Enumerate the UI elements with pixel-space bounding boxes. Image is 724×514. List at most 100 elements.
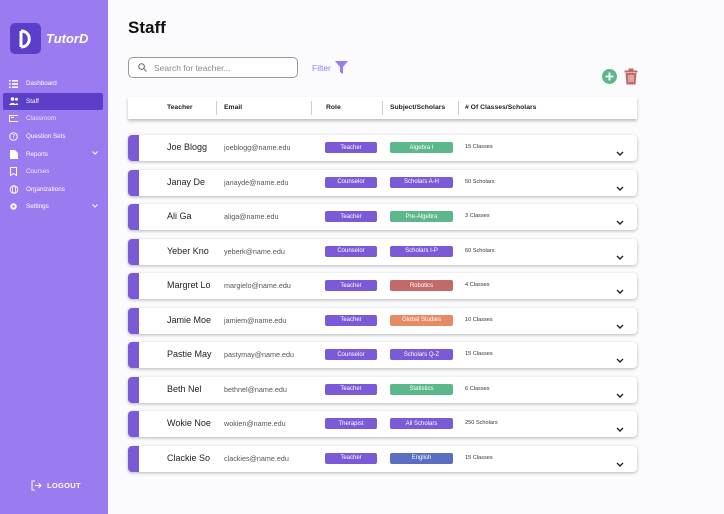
search-icon: [138, 63, 147, 72]
table-row[interactable]: Wokie Noe wokien@name.edu Therapist All …: [128, 411, 637, 437]
subject-badge: English: [390, 452, 453, 464]
table-row[interactable]: Beth Nel bethnel@name.edu Teacher Statis…: [128, 376, 637, 404]
sidebar-item-settings[interactable]: Settings: [0, 198, 108, 216]
sidebar-item-organizations[interactable]: Organizations: [0, 181, 108, 199]
chevron-down-icon[interactable]: [92, 203, 98, 210]
chevron-down-icon[interactable]: [616, 386, 624, 404]
question-icon: ?: [9, 132, 18, 141]
role-badge: Teacher: [325, 280, 377, 291]
column-divider: [311, 101, 312, 115]
teacher-email: margielo@name.edu: [224, 281, 291, 290]
row-accent: [128, 307, 139, 334]
sidebar-item-label: Organizations: [26, 185, 65, 193]
chevron-down-icon[interactable]: [616, 144, 624, 162]
chevron-down-icon[interactable]: [92, 150, 98, 157]
gear-icon: [9, 202, 18, 211]
bookmark-icon: [9, 167, 18, 177]
table-row[interactable]: Janay De janayde@name.edu Counselor Scho…: [128, 169, 637, 197]
teacher-email: jamiem@name.edu: [224, 315, 287, 325]
teacher-name: Wokie Noe: [167, 418, 211, 428]
search-input[interactable]: [154, 62, 284, 73]
table-row[interactable]: Pastie May pastymay@name.edu Counselor S…: [128, 342, 637, 368]
table-row[interactable]: Yeber Kno yeberk@name.edu Counselor Scho…: [128, 238, 637, 266]
classes-count: 50 Scholars: [465, 178, 495, 185]
teacher-name: Clackie So: [167, 452, 211, 463]
chevron-down-icon[interactable]: [616, 213, 624, 231]
teacher-email: wokien@name.edu: [224, 419, 286, 428]
subject-badge: Robotics: [390, 280, 453, 291]
chevron-down-icon[interactable]: [616, 317, 624, 335]
header-email[interactable]: Email: [224, 104, 243, 111]
table-row[interactable]: Margret Lo margielo@name.edu Teacher Rob…: [128, 273, 637, 299]
table-row[interactable]: Ali Ga aliga@name.edu Teacher Pre-Algebr…: [128, 204, 637, 230]
row-accent: [128, 376, 139, 403]
chevron-down-icon[interactable]: [616, 351, 624, 369]
row-accent: [128, 204, 139, 230]
column-divider: [458, 101, 459, 115]
chevron-down-icon[interactable]: [616, 179, 624, 197]
classes-count: 3 Classes: [465, 213, 490, 219]
filter-label: Filter: [312, 62, 331, 73]
header-subject[interactable]: Subject/Scholars: [390, 104, 446, 111]
subject-badge: Pre-Algebra: [390, 211, 453, 222]
chevron-down-icon[interactable]: [616, 248, 624, 266]
table-header: Teacher Email Role Subject/Scholars # Of…: [128, 97, 637, 119]
classroom-icon: [9, 114, 18, 123]
sidebar-item-staff[interactable]: Staff: [3, 92, 103, 111]
subject-badge: Scholars I-P: [390, 245, 453, 257]
filter-button[interactable]: Filter: [312, 61, 348, 74]
subject-badge: Global Studies: [390, 314, 453, 326]
teacher-name: Pastie May: [167, 349, 212, 359]
sidebar-item-dashboard[interactable]: Dashboard: [0, 75, 108, 93]
header-classes[interactable]: # Of Classes/Scholars: [465, 104, 537, 111]
sidebar-item-label: Classroom: [26, 115, 57, 123]
sidebar-item-label: Staff: [26, 97, 39, 105]
add-staff-button[interactable]: [602, 69, 617, 84]
people-icon: [9, 97, 18, 106]
classes-count: 6 Classes: [465, 385, 490, 392]
table-row[interactable]: Joe Blogg joeblogg@name.edu Teacher Alge…: [128, 135, 637, 161]
app-logo[interactable]: TutorD: [10, 23, 88, 54]
sidebar-nav: Dashboard Staff Classroom ? Question Set…: [0, 75, 108, 216]
classes-count: 15 Classes: [465, 351, 493, 357]
teacher-name: Joe Blogg: [167, 142, 208, 152]
search-box: [128, 57, 298, 78]
chevron-down-icon[interactable]: [616, 455, 624, 473]
sidebar-item-reports[interactable]: Reports: [0, 145, 108, 163]
chevron-down-icon[interactable]: [616, 420, 624, 438]
role-badge: Counselor: [325, 245, 377, 257]
logout-icon: [31, 480, 42, 491]
chevron-down-icon[interactable]: [616, 282, 624, 300]
teacher-email: bethnel@name.edu: [224, 384, 287, 394]
subject-badge: Algebra I: [390, 142, 453, 153]
row-accent: [128, 135, 139, 161]
row-accent: [128, 411, 139, 437]
page-title: Staff: [128, 18, 166, 37]
logout-button[interactable]: LOGOUT: [31, 480, 81, 491]
teacher-name: Yeber Kno: [167, 245, 209, 256]
plus-icon: [605, 72, 614, 81]
sidebar: TutorD Dashboard Staff Classroom ? Quest…: [0, 0, 108, 514]
teacher-name: Beth Nel: [167, 383, 202, 394]
header-teacher[interactable]: Teacher: [167, 104, 193, 111]
teacher-name: Janay De: [167, 176, 206, 187]
header-role[interactable]: Role: [326, 104, 341, 111]
sidebar-item-label: Question Sets: [26, 133, 66, 141]
sidebar-item-courses[interactable]: Courses: [0, 163, 108, 181]
subject-badge: All Scholars: [390, 418, 453, 429]
row-accent: [128, 273, 139, 299]
teacher-name: Jamie Moe: [167, 314, 212, 325]
globe-icon: [9, 185, 18, 194]
svg-text:?: ?: [12, 134, 15, 141]
sidebar-item-label: Settings: [26, 203, 49, 211]
delete-button[interactable]: [624, 68, 638, 85]
logo-icon: [10, 23, 41, 54]
role-badge: Teacher: [325, 383, 377, 395]
classes-count: 15 Classes: [465, 454, 493, 461]
teacher-email: yeberk@name.edu: [224, 246, 285, 256]
sidebar-item-question-sets[interactable]: ? Question Sets: [0, 128, 108, 146]
table-row[interactable]: Jamie Moe jamiem@name.edu Teacher Global…: [128, 307, 637, 335]
sidebar-item-classroom[interactable]: Classroom: [0, 110, 108, 128]
table-row[interactable]: Clackie So clackies@name.edu Teacher Eng…: [128, 445, 637, 473]
row-accent: [128, 169, 139, 196]
